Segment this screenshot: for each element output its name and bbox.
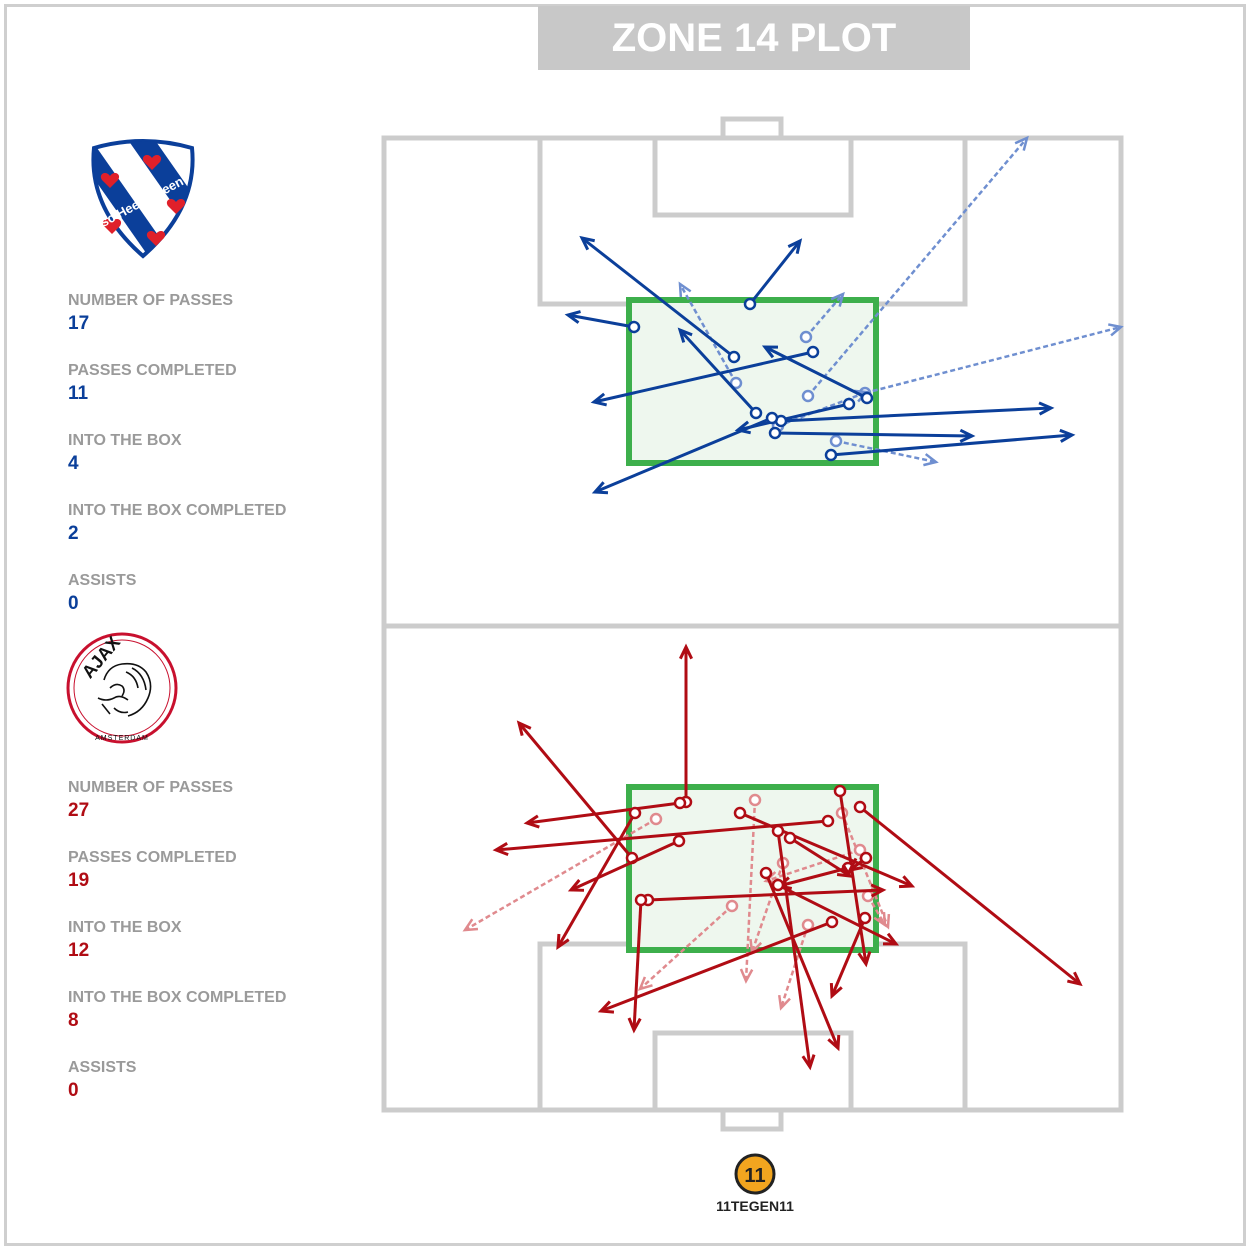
away-stat-into-box-completed: INTO THE BOX COMPLETED 8: [68, 987, 286, 1033]
heerenveen-crest-icon: sc Heerenveen: [91, 139, 195, 259]
away-stat-passes: NUMBER OF PASSES 27: [68, 777, 286, 823]
away-pass-complete: [733, 806, 916, 889]
home-passes: [564, 135, 1124, 495]
home-pass-complete: [590, 345, 820, 407]
home-pass-complete: [768, 426, 976, 443]
away-passes: [462, 643, 1083, 1071]
stat-label: INTO THE BOX: [68, 919, 182, 936]
brand-name: 11TEGEN11: [716, 1198, 794, 1214]
away-pass-complete: [678, 643, 694, 809]
stat-label: PASSES COMPLETED: [68, 362, 237, 379]
stat-value: 27: [68, 800, 90, 821]
home-pass-incomplete: [678, 281, 743, 390]
stat-label: NUMBER OF PASSES: [68, 779, 234, 796]
stat-value: 19: [68, 870, 90, 891]
stat-label: PASSES COMPLETED: [68, 849, 237, 866]
stat-label: ASSISTS: [68, 572, 137, 589]
home-pass-complete: [774, 401, 1055, 428]
away-pass-complete: [523, 796, 687, 829]
stat-label: NUMBER OF PASSES: [68, 292, 234, 309]
stat-label: ASSISTS: [68, 1059, 137, 1076]
home-stat-assists: ASSISTS 0: [68, 570, 286, 616]
home-pass-incomplete: [799, 291, 845, 344]
away-pass-complete: [833, 784, 872, 968]
away-pass-complete: [567, 834, 686, 892]
brand-logo: 11 11TEGEN11: [700, 1150, 810, 1220]
stat-value: 11: [68, 383, 89, 404]
home-pass-complete: [677, 327, 763, 420]
away-pass-complete: [783, 831, 853, 878]
away-pass-complete: [847, 851, 873, 873]
bottom-six-yard-box: [652, 1030, 854, 1113]
stat-value: 0: [68, 1080, 79, 1101]
away-pass-incomplete: [637, 899, 739, 991]
home-stats-panel: NUMBER OF PASSES 17 PASSES COMPLETED 11 …: [68, 290, 286, 640]
away-pass-complete: [829, 911, 872, 1000]
home-stat-into-box-completed: INTO THE BOX COMPLETED 2: [68, 500, 286, 546]
stat-value: 0: [68, 593, 79, 614]
home-pass-complete: [761, 345, 874, 405]
away-pass-complete: [771, 824, 816, 1071]
away-pass-complete: [597, 915, 839, 1014]
home-pass-incomplete: [801, 135, 1029, 403]
home-pass-complete: [579, 235, 741, 364]
away-stats-panel: NUMBER OF PASSES 27 PASSES COMPLETED 19 …: [68, 777, 286, 1127]
ajax-crest-subtext: AMSTERDAM: [95, 735, 149, 742]
brand-coin-icon: 11: [734, 1153, 776, 1195]
away-pass-complete: [627, 893, 648, 1034]
top-goal: [720, 116, 784, 141]
ajax-crest-icon: AJAX AMSTERDAM: [66, 632, 178, 744]
home-pass-complete: [564, 310, 641, 334]
stat-value: 12: [68, 940, 90, 961]
home-pass-complete: [591, 411, 779, 495]
top-penalty-box: [537, 135, 968, 307]
outer-frame: [4, 4, 1246, 1246]
stat-label: INTO THE BOX: [68, 432, 182, 449]
away-stat-completed: PASSES COMPLETED 19: [68, 847, 286, 893]
away-pass-complete: [759, 866, 841, 1052]
brand-coin-text: 11: [744, 1165, 765, 1187]
stat-value: 2: [68, 523, 79, 544]
home-stat-completed: PASSES COMPLETED 11: [68, 360, 286, 406]
home-stat-into-box: INTO THE BOX 4: [68, 430, 286, 476]
home-pass-complete: [743, 238, 803, 311]
away-pass-incomplete: [739, 793, 762, 984]
stat-label: INTO THE BOX COMPLETED: [68, 502, 287, 519]
page-title: ZONE 14 PLOT: [538, 6, 970, 70]
away-stat-into-box: INTO THE BOX 12: [68, 917, 286, 963]
stat-value: 4: [68, 453, 79, 474]
home-pass-incomplete: [858, 323, 1124, 400]
bottom-penalty-box: [537, 941, 968, 1113]
stat-value: 8: [68, 1010, 79, 1031]
home-stat-passes: NUMBER OF PASSES 17: [68, 290, 286, 336]
away-stat-assists: ASSISTS 0: [68, 1057, 286, 1103]
pitch-lines: [381, 116, 1124, 1132]
bottom-goal: [720, 1107, 784, 1132]
away-pass-incomplete: [778, 918, 815, 1011]
away-pass-incomplete: [763, 843, 867, 884]
away-pass-complete: [771, 878, 900, 946]
stat-value: 17: [68, 313, 90, 334]
home-pass-complete: [824, 428, 1076, 462]
top-six-yard-box: [652, 135, 854, 218]
stat-label: INTO THE BOX COMPLETED: [68, 989, 287, 1006]
away-pass-complete: [853, 800, 1083, 987]
